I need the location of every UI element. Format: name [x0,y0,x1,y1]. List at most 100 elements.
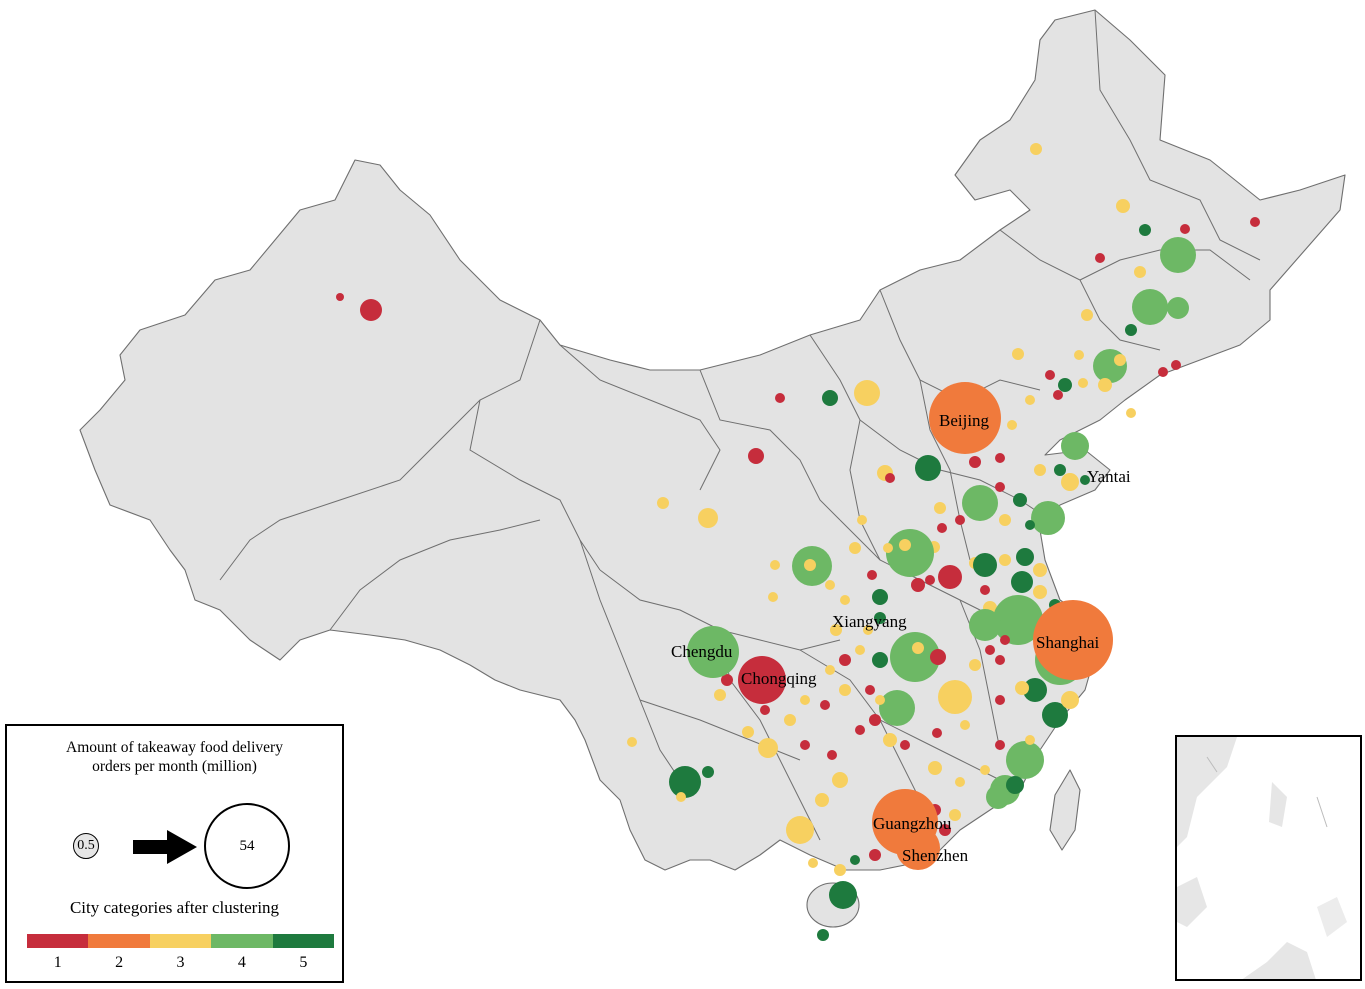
city-dot-chongqing [738,656,786,704]
legend-swatch-5 [272,934,335,948]
legend-category-2: 2 [115,954,124,971]
legend-categories-title: City categories after clustering [69,898,280,917]
legend-title: Amount of takeaway food delivery orders … [7,738,342,776]
city-dot [900,740,910,750]
city-dot [808,858,818,868]
city-dot [995,482,1005,492]
city-dot [1054,464,1066,476]
legend-category-numbers: 1 2 3 4 5 [27,954,334,972]
city-dot [1031,501,1065,535]
city-dot-shenzhen [896,826,940,870]
city-dot [1098,378,1112,392]
legend-max-circle: 54 [204,803,290,889]
city-dot [742,726,754,738]
city-dot [832,772,848,788]
city-dot [1025,735,1035,745]
city-dot [1034,464,1046,476]
legend-category-4: 4 [237,954,246,971]
city-dot [939,824,951,836]
city-dot [1030,143,1042,155]
city-dot [669,766,701,798]
city-dot [986,785,1010,809]
city-dot [863,625,873,635]
city-dot [938,680,972,714]
city-dot [1023,678,1047,702]
city-dot [1061,691,1079,709]
legend-category-1: 1 [53,954,62,971]
city-dot [883,733,897,747]
city-dot [1081,309,1093,321]
city-dot [702,766,714,778]
city-dot [1116,199,1130,213]
city-dot [1093,349,1127,383]
city-dot [1250,217,1260,227]
label-shenzhen: Shenzhen [902,846,969,865]
china-outline [79,9,1346,871]
city-dot [748,448,764,464]
city-dot [869,849,881,861]
city-dot [955,515,965,525]
city-dot [784,714,796,726]
city-dot [820,700,830,710]
map-legend: Amount of takeaway food delivery orders … [5,724,344,983]
label-shanghai: Shanghai [1036,633,1100,652]
city-dot [915,455,941,481]
legend-title-line2: orders per month (million) [92,758,257,775]
city-dot [1006,741,1044,779]
city-dot [995,740,1005,750]
city-dot [825,665,835,675]
legend-swatch-4 [211,934,273,948]
city-dot [1180,224,1190,234]
city-dot [800,740,810,750]
city-dot [1033,563,1047,577]
city-dot [1033,585,1047,599]
legend-swatch-1 [27,934,89,948]
city-dot [930,649,946,665]
city-dot [827,750,837,760]
city-dot [962,485,998,521]
city-dot [850,855,860,865]
city-dot [1160,237,1196,273]
inset-map [1177,737,1347,979]
city-dot [857,515,867,525]
city-dot [758,738,778,758]
city-dot [985,645,995,655]
city-dot [770,560,780,570]
city-dot [1125,324,1137,336]
south-china-sea-inset [1175,735,1362,981]
legend-category-5: 5 [299,954,308,971]
city-dot [1134,266,1146,278]
city-dot [912,642,924,654]
city-dot [1126,408,1136,418]
city-dot [825,580,835,590]
city-dot [800,695,810,705]
city-dot [886,529,934,577]
city-dot [804,559,816,571]
city-dot [999,514,1011,526]
city-dot [855,725,865,735]
label-xiangyang: Xiangyang [832,612,907,631]
city-dot [1158,367,1168,377]
label-chengdu: Chengdu [671,642,733,661]
city-dot [1006,776,1024,794]
city-dot [1132,289,1168,325]
city-dot [911,578,925,592]
label-beijing: Beijing [939,411,990,430]
city-dot [995,453,1005,463]
city-dot [955,777,965,787]
city-dot [937,523,947,533]
city-dot [1025,395,1035,405]
city-dot [1095,253,1105,263]
city-dot [1058,378,1072,392]
legend-color-bar [27,934,335,948]
city-dot [885,473,895,483]
city-dot [849,542,861,554]
city-dot [1045,370,1055,380]
city-dot [969,659,981,671]
city-dot [336,293,344,301]
legend-swatch-2 [88,934,150,948]
city-dot [1011,571,1033,593]
city-dot [1061,432,1089,460]
city-dot [721,674,733,686]
legend-min-circle: 0.5 [73,833,99,859]
